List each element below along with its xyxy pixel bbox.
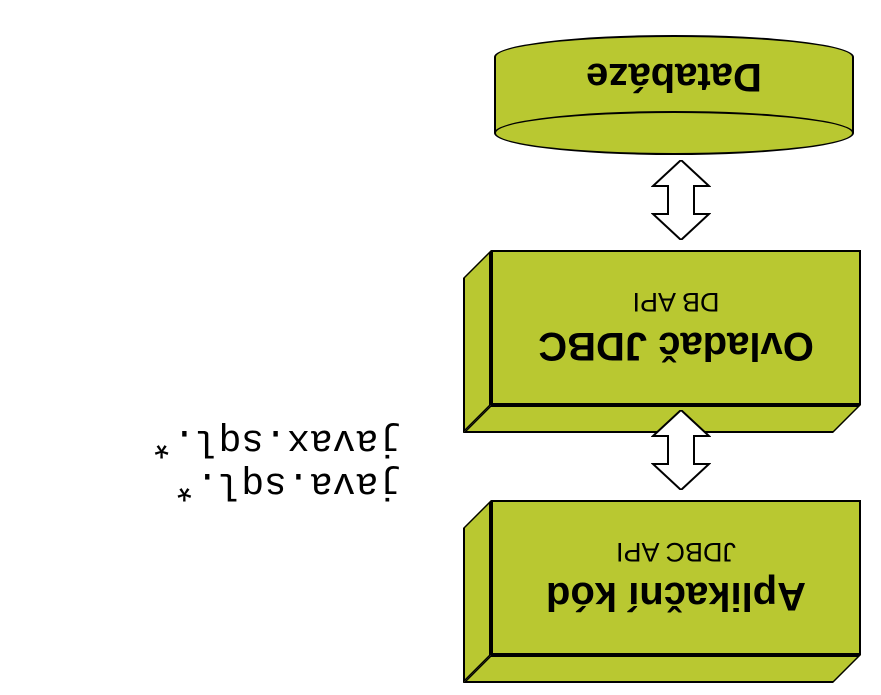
app-block-subtitle: JDBC API [616, 537, 736, 568]
app-block: Aplikační kód JDBC API [491, 500, 861, 655]
database-cylinder: Databáze [494, 35, 854, 155]
arrow-app-driver [651, 410, 711, 490]
driver-block-subtitle: DB API [632, 287, 719, 318]
arrow-driver-db [651, 160, 711, 240]
api-package-2: javax.sql.* [150, 419, 401, 462]
database-label: Databáze [494, 54, 854, 99]
api-package-1: java.sql.* [150, 462, 401, 505]
app-block-title: Aplikační kód [546, 574, 806, 619]
api-packages: java.sql.*javax.sql.* [150, 419, 401, 505]
driver-block: Ovladač JDBC DB API [491, 250, 861, 405]
driver-block-title: Ovladač JDBC [538, 324, 814, 369]
